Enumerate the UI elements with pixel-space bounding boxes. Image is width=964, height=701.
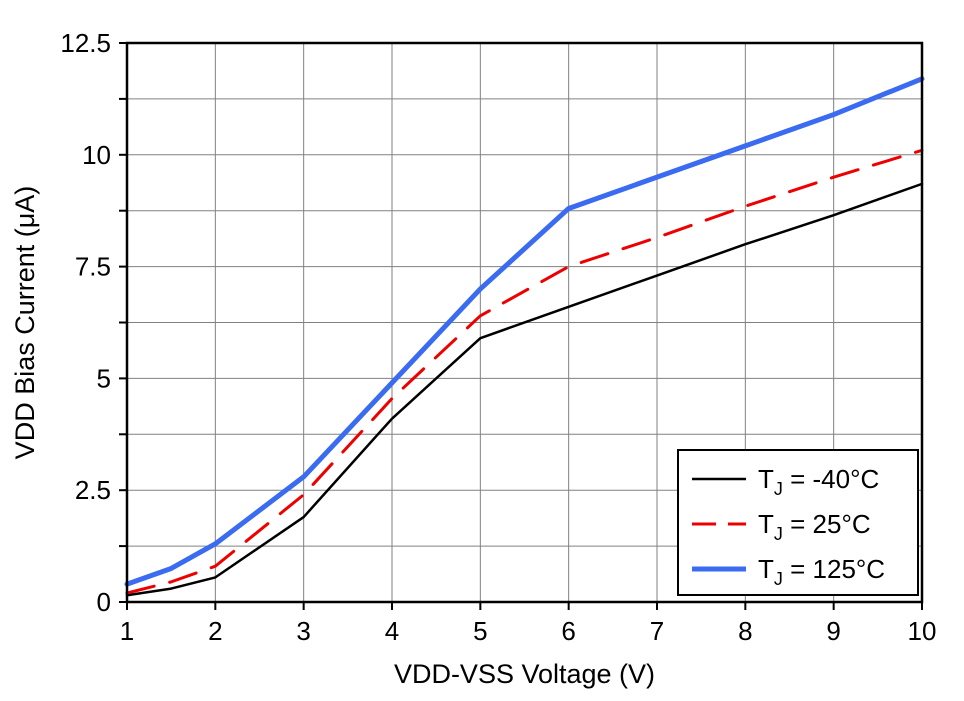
legend-box xyxy=(677,449,919,596)
y-tick-label: 10 xyxy=(82,140,111,170)
plot-border xyxy=(125,41,924,604)
x-tick-label: 10 xyxy=(908,616,937,646)
x-tick-label: 6 xyxy=(561,616,575,646)
x-tick-label: 4 xyxy=(385,616,399,646)
y-tick-label: 5 xyxy=(97,363,111,393)
x-tick-label: 2 xyxy=(208,616,222,646)
y-tick-label: 7.5 xyxy=(75,252,111,282)
legend: TJ = -40°C TJ = 25°C TJ = 125°C xyxy=(677,449,919,596)
x-axis-label: VDD-VSS Voltage (V) xyxy=(394,659,655,689)
series-group xyxy=(124,76,925,597)
series-line-1 xyxy=(125,148,924,595)
y-tick-label: 12.5 xyxy=(60,28,111,58)
series-line-2 xyxy=(124,76,925,587)
legend-label-2: TJ = 125°C xyxy=(758,554,885,589)
legend-label-1: TJ = 25°C xyxy=(758,509,871,544)
y-tick-label: 2.5 xyxy=(75,475,111,505)
x-tick-label: 7 xyxy=(650,616,664,646)
x-tick-label: 5 xyxy=(473,616,487,646)
x-tick-label: 3 xyxy=(296,616,310,646)
tick-labels: 1 2 3 4 5 6 7 8 9 10 0 2.5 5 7.5 10 12.5 xyxy=(60,28,936,646)
x-tick-label: 9 xyxy=(826,616,840,646)
tick-marks xyxy=(119,42,923,610)
series-line-0 xyxy=(125,182,924,597)
x-tick-label: 8 xyxy=(738,616,752,646)
x-tick-label: 1 xyxy=(120,616,134,646)
y-axis-label: VDD Bias Current (μA) xyxy=(10,186,40,460)
legend-label-0: TJ = -40°C xyxy=(758,464,879,499)
y-tick-label: 0 xyxy=(97,587,111,617)
